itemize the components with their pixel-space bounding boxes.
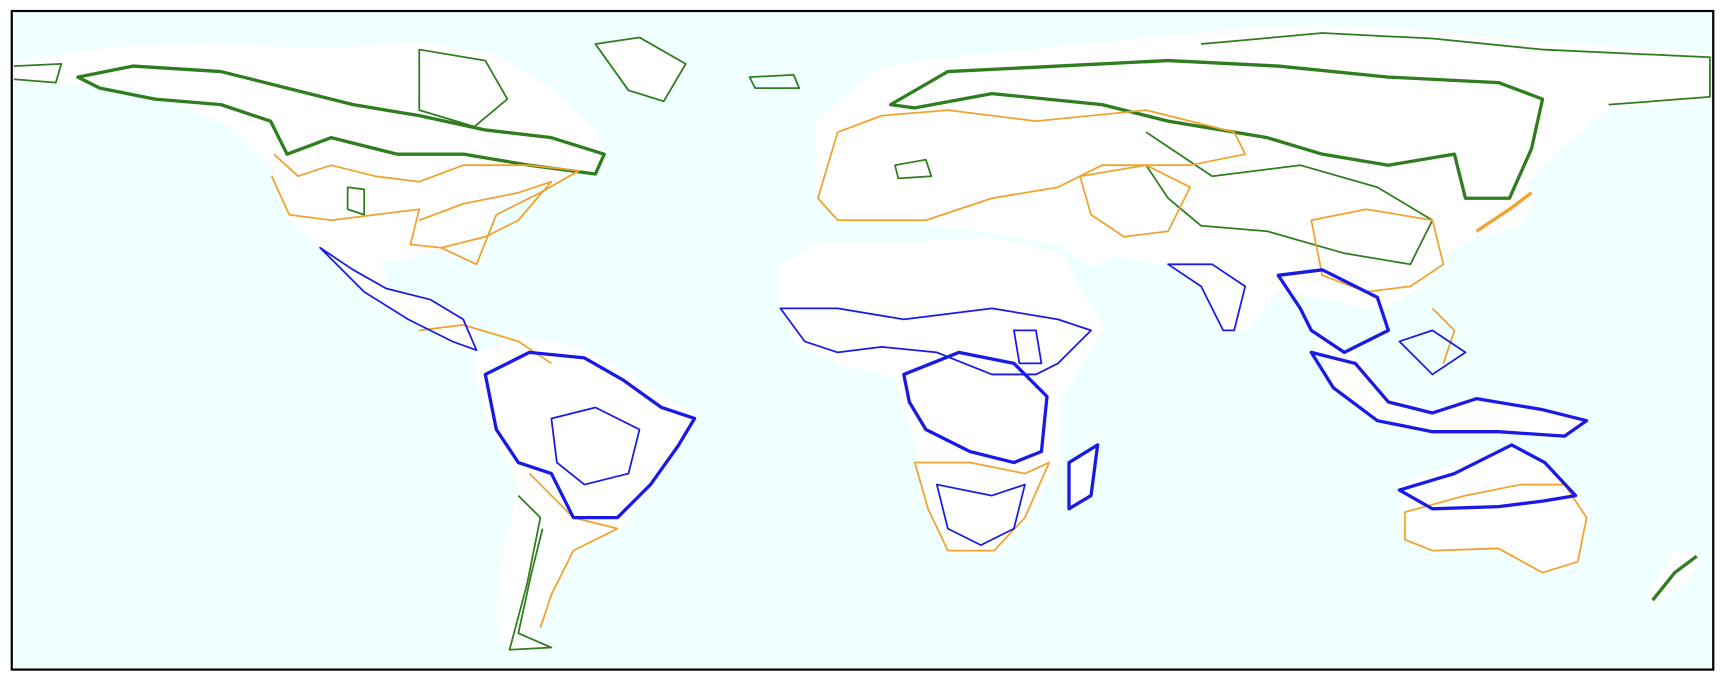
blue-contour — [1067, 443, 1100, 511]
green-contours — [13, 32, 1711, 651]
orange-contour — [913, 461, 1051, 552]
green-contour — [1201, 32, 1711, 106]
orange-contour — [817, 109, 1247, 222]
green-contour — [888, 58, 1545, 200]
green-contour — [346, 186, 366, 216]
blue-contour — [1309, 350, 1589, 438]
blue-contour — [1397, 443, 1578, 511]
blue-contour — [550, 406, 641, 486]
eurasia — [815, 24, 1710, 333]
orange-contour — [528, 472, 619, 629]
blue-contour — [935, 483, 1026, 547]
orange-contour — [1475, 191, 1533, 233]
blue-contour — [902, 350, 1049, 465]
orange-contour — [418, 180, 553, 249]
blue-contour — [1013, 329, 1043, 365]
new-zealand — [1647, 550, 1703, 608]
green-contour — [13, 62, 63, 84]
southeast-asia-islands — [1311, 330, 1587, 437]
blue-contour — [483, 350, 697, 520]
blue-contour — [779, 307, 1092, 376]
green-contour — [748, 74, 801, 89]
orange-contour — [1431, 307, 1456, 364]
green-contour — [418, 48, 509, 128]
green-contour — [1145, 131, 1434, 266]
green-contour — [594, 36, 687, 103]
green-contour — [894, 158, 933, 180]
blue-contour — [1276, 268, 1391, 355]
orange-contour — [1404, 483, 1588, 574]
orange-contour — [270, 153, 580, 266]
orange-contour — [1310, 208, 1445, 293]
green-contour — [508, 494, 553, 651]
blue-contours — [319, 246, 1589, 547]
blue-contour — [1398, 329, 1467, 376]
orange-contour — [1079, 164, 1192, 238]
north-america — [13, 41, 609, 353]
greenland — [595, 37, 686, 102]
blue-contour — [319, 246, 478, 352]
green-contour — [1651, 554, 1698, 602]
blue-contour — [1167, 263, 1247, 332]
